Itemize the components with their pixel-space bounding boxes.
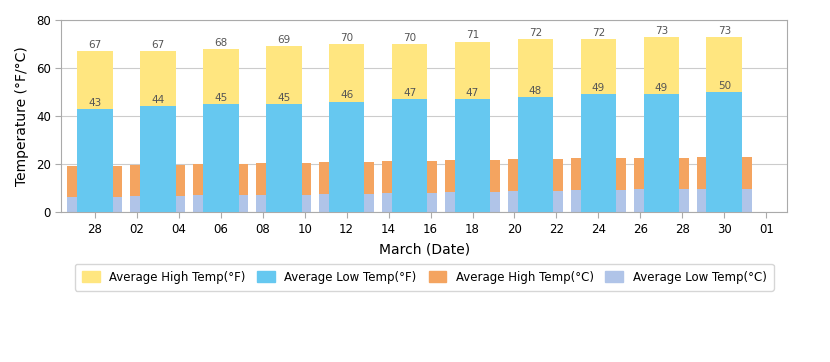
Bar <box>706 92 742 212</box>
Bar <box>329 44 364 212</box>
Text: 6.6: 6.6 <box>149 186 166 195</box>
Bar <box>193 195 248 212</box>
Text: 8.5: 8.5 <box>464 181 481 191</box>
Bar <box>634 157 689 212</box>
Text: 43: 43 <box>88 98 101 108</box>
Bar <box>319 162 374 212</box>
Bar <box>581 94 616 212</box>
Bar <box>643 94 679 212</box>
Text: 45: 45 <box>277 93 290 103</box>
Bar <box>256 195 311 212</box>
Text: 22.0: 22.0 <box>524 148 547 158</box>
Bar <box>455 42 491 212</box>
Text: 7.3: 7.3 <box>276 184 292 194</box>
Text: 47: 47 <box>403 88 416 98</box>
Text: 70: 70 <box>403 33 416 43</box>
Text: 9.2: 9.2 <box>590 179 607 189</box>
Text: 19.7: 19.7 <box>146 154 169 164</box>
Text: 72: 72 <box>592 28 605 38</box>
Text: 73: 73 <box>655 26 668 35</box>
Bar <box>634 189 689 212</box>
Text: 45: 45 <box>214 93 227 103</box>
Bar <box>508 159 563 212</box>
Text: 20.9: 20.9 <box>335 151 359 161</box>
Bar <box>392 44 427 212</box>
Legend: Average High Temp(°F), Average Low Temp(°F), Average High Temp(°C), Average Low : Average High Temp(°F), Average Low Temp(… <box>75 264 774 291</box>
Text: 8.1: 8.1 <box>401 182 417 192</box>
Bar <box>77 51 113 212</box>
Bar <box>643 37 679 212</box>
Text: 22.7: 22.7 <box>650 147 673 157</box>
Bar <box>581 39 616 212</box>
Text: 73: 73 <box>718 26 731 35</box>
Bar <box>508 191 563 212</box>
Text: 21.3: 21.3 <box>398 150 421 160</box>
Bar <box>130 165 185 212</box>
Text: 68: 68 <box>214 38 227 48</box>
Bar <box>266 104 301 212</box>
Text: 72: 72 <box>529 28 542 38</box>
Text: 49: 49 <box>655 83 668 93</box>
Text: 71: 71 <box>466 30 479 41</box>
Text: 19.3: 19.3 <box>83 155 106 165</box>
Bar <box>67 166 123 212</box>
Text: 9.5: 9.5 <box>653 178 670 189</box>
Bar <box>445 192 500 212</box>
Bar <box>140 51 176 212</box>
Bar <box>382 193 437 212</box>
Bar <box>455 99 491 212</box>
Bar <box>193 164 248 212</box>
Bar <box>140 106 176 212</box>
Bar <box>382 161 437 212</box>
Text: 9.8: 9.8 <box>716 178 733 188</box>
Bar <box>329 102 364 212</box>
Bar <box>696 189 752 212</box>
Bar <box>67 197 123 212</box>
Text: 69: 69 <box>277 35 290 45</box>
Text: 46: 46 <box>340 90 354 101</box>
Bar <box>203 104 238 212</box>
Bar <box>77 109 113 212</box>
Text: 70: 70 <box>340 33 354 43</box>
Y-axis label: Temperature (°F/°C): Temperature (°F/°C) <box>15 46 29 186</box>
Text: 49: 49 <box>592 83 605 93</box>
Bar <box>571 158 626 212</box>
Text: 47: 47 <box>466 88 479 98</box>
Bar <box>706 37 742 212</box>
Bar <box>518 39 554 212</box>
Text: 8.8: 8.8 <box>527 180 544 190</box>
Bar <box>696 157 752 212</box>
Text: 20.1: 20.1 <box>209 153 232 163</box>
Text: 7.0: 7.0 <box>212 185 229 195</box>
Bar <box>518 97 554 212</box>
Text: 6.3: 6.3 <box>86 186 103 196</box>
Bar <box>445 160 500 212</box>
Text: 67: 67 <box>88 40 101 50</box>
Text: 20.5: 20.5 <box>272 152 295 162</box>
Bar <box>392 99 427 212</box>
Text: 22.4: 22.4 <box>587 147 610 157</box>
Text: 44: 44 <box>151 95 164 105</box>
Bar <box>203 49 238 212</box>
Bar <box>571 190 626 212</box>
X-axis label: March (Date): March (Date) <box>378 243 470 257</box>
Bar <box>266 46 301 212</box>
Text: 48: 48 <box>529 86 542 96</box>
Text: 21.7: 21.7 <box>461 149 484 159</box>
Bar <box>256 163 311 212</box>
Bar <box>130 196 185 212</box>
Bar <box>319 194 374 212</box>
Text: 7.7: 7.7 <box>339 183 355 193</box>
Text: 67: 67 <box>151 40 164 50</box>
Text: 50: 50 <box>718 81 731 91</box>
Text: 22.9: 22.9 <box>713 146 736 156</box>
